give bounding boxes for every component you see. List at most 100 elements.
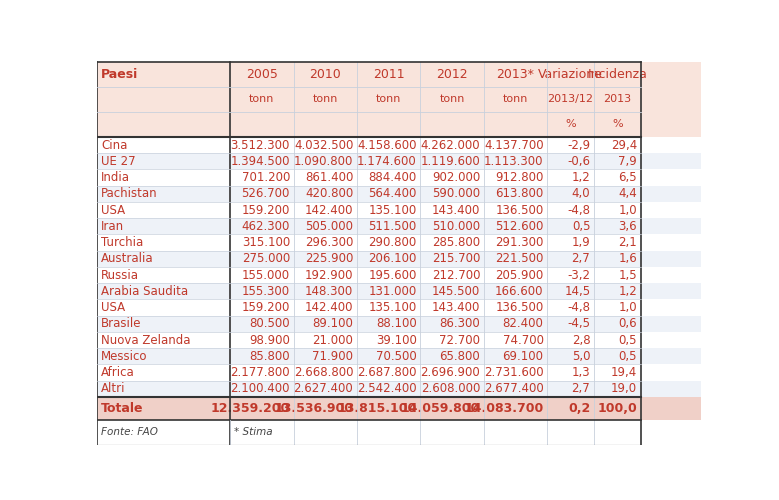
Text: 1,2: 1,2 [572,171,590,184]
Text: 2.608.000: 2.608.000 [421,382,480,396]
Text: 13.815.100: 13.815.100 [337,402,417,415]
Text: 72.700: 72.700 [439,334,480,346]
Text: Pachistan: Pachistan [101,188,157,200]
Text: India: India [101,171,130,184]
Text: Australia: Australia [101,252,153,266]
Text: * Stima: * Stima [234,428,273,438]
Bar [97,300,701,316]
Text: 315.100: 315.100 [241,236,290,249]
Text: 2005: 2005 [246,68,278,81]
Text: 86.300: 86.300 [439,318,480,330]
Text: 2,1: 2,1 [619,236,637,249]
Text: 291.300: 291.300 [495,236,544,249]
Text: 14.083.700: 14.083.700 [464,402,544,415]
Text: 29,4: 29,4 [611,138,637,151]
Text: 511.500: 511.500 [368,220,417,233]
Text: 1,2: 1,2 [619,285,637,298]
Text: 6,5: 6,5 [619,171,637,184]
Text: 4.032.500: 4.032.500 [294,138,354,151]
Text: 613.800: 613.800 [495,188,544,200]
Text: Arabia Saudita: Arabia Saudita [101,285,188,298]
Bar [97,420,701,445]
Text: 3,6: 3,6 [619,220,637,233]
Text: Iran: Iran [101,220,124,233]
Text: 1.174.600: 1.174.600 [357,155,417,168]
Text: USA: USA [101,301,125,314]
Text: 131.000: 131.000 [368,285,417,298]
Text: Altri: Altri [101,382,125,396]
Text: 2.627.400: 2.627.400 [294,382,354,396]
Text: 462.300: 462.300 [241,220,290,233]
Text: 205.900: 205.900 [495,268,544,281]
Text: 206.100: 206.100 [368,252,417,266]
Text: 4,0: 4,0 [572,188,590,200]
Text: Totale: Totale [101,402,143,415]
Text: 2013/12: 2013/12 [548,94,594,104]
Text: 3.512.300: 3.512.300 [231,138,290,151]
Text: 0,2: 0,2 [568,402,590,415]
Text: 19,4: 19,4 [611,366,637,379]
Text: 136.500: 136.500 [495,204,544,216]
Text: 136.500: 136.500 [495,301,544,314]
Text: 2013*: 2013* [496,68,534,81]
Text: 135.100: 135.100 [368,204,417,216]
Text: -3,2: -3,2 [567,268,590,281]
Text: 70.500: 70.500 [376,350,417,363]
Text: 1,5: 1,5 [619,268,637,281]
Text: 14,5: 14,5 [564,285,590,298]
Text: 526.700: 526.700 [241,188,290,200]
Text: 192.900: 192.900 [305,268,354,281]
Text: 590.000: 590.000 [432,188,480,200]
Bar [97,348,701,364]
Text: 159.200: 159.200 [241,204,290,216]
Text: UE 27: UE 27 [101,155,136,168]
Text: 82.400: 82.400 [502,318,544,330]
Text: Incidenza: Incidenza [587,68,647,81]
Text: Paesi: Paesi [101,68,138,81]
Text: 19,0: 19,0 [611,382,637,396]
Text: -4,8: -4,8 [567,204,590,216]
Bar [97,186,701,202]
Text: 65.800: 65.800 [439,350,480,363]
Bar [97,218,701,234]
Text: 21.000: 21.000 [312,334,354,346]
Text: tonn: tonn [376,94,401,104]
Text: -0,6: -0,6 [567,155,590,168]
Text: 2.696.900: 2.696.900 [421,366,480,379]
Text: 4.262.000: 4.262.000 [421,138,480,151]
Text: 1.090.800: 1.090.800 [294,155,354,168]
Text: 80.500: 80.500 [249,318,290,330]
Text: Cina: Cina [101,138,128,151]
Text: %: % [566,120,576,130]
Text: 7,9: 7,9 [619,155,637,168]
Bar [97,380,701,397]
Text: 1,0: 1,0 [619,301,637,314]
Text: 290.800: 290.800 [368,236,417,249]
Text: 143.400: 143.400 [432,204,480,216]
Text: 2,8: 2,8 [572,334,590,346]
Text: 2.542.400: 2.542.400 [357,382,417,396]
Text: tonn: tonn [312,94,338,104]
Bar [97,397,701,420]
Text: 420.800: 420.800 [305,188,354,200]
Text: 861.400: 861.400 [305,171,354,184]
Bar [97,153,701,170]
Text: tonn: tonn [439,94,465,104]
Text: 1.113.300: 1.113.300 [484,155,544,168]
Text: 14.059.800: 14.059.800 [401,402,480,415]
Text: 4,4: 4,4 [619,188,637,200]
Text: 1,0: 1,0 [619,204,637,216]
Text: 148.300: 148.300 [305,285,354,298]
Bar [97,332,701,348]
Text: 902.000: 902.000 [432,171,480,184]
Text: 296.300: 296.300 [305,236,354,249]
Text: 4.137.700: 4.137.700 [484,138,544,151]
Bar [97,202,701,218]
Text: 142.400: 142.400 [305,204,354,216]
Text: Africa: Africa [101,366,135,379]
Text: -4,5: -4,5 [567,318,590,330]
Text: 2.677.400: 2.677.400 [484,382,544,396]
Text: 159.200: 159.200 [241,301,290,314]
Text: 98.900: 98.900 [249,334,290,346]
Text: Brasile: Brasile [101,318,142,330]
